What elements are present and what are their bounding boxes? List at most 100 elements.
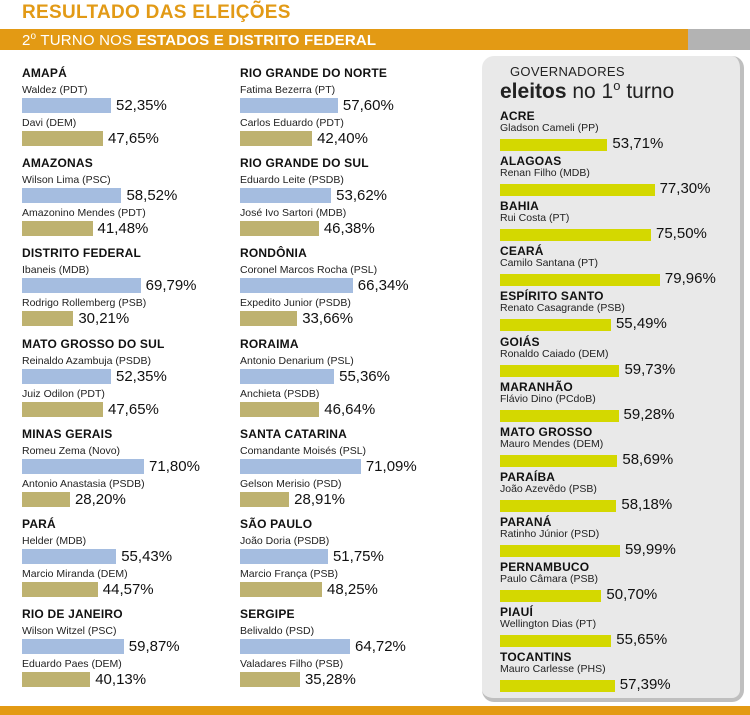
winner-bar [240, 549, 328, 564]
governor-name: Flávio Dino (PCdoB) [500, 392, 596, 405]
governor-name: Renan Filho (MDB) [500, 167, 590, 180]
banner-bold: ESTADOS E DISTRITO FEDERAL [136, 32, 377, 49]
candidate-name: Coronel Marcos Rocha (PSL) [240, 264, 378, 277]
governor-bar [500, 409, 619, 422]
governors-panel-title: GOVERNADORES [510, 64, 625, 79]
runner-up-bar [240, 672, 300, 688]
runner-up-bar [22, 672, 91, 688]
candidate-name: Amazonino Mendes (PDT) [22, 207, 146, 220]
governor-percentage-label: 77,30% [659, 180, 711, 198]
candidate-name: Comandante Moisés (PSL) [240, 444, 367, 457]
subtitle-bold: eleitos [500, 80, 567, 103]
state-name: RORAIMA [240, 336, 299, 351]
state-name: RIO GRANDE DO NORTE [240, 66, 388, 80]
candidate-name: Romeu Zema (Novo) [22, 444, 121, 457]
governor-name: Paulo Câmara (PSB) [500, 573, 599, 585]
governor-bar [500, 680, 615, 693]
vote-percentage-label: 51,75% [332, 548, 384, 565]
winner-bar [22, 458, 145, 474]
banner-ordinal: o [30, 31, 37, 42]
section-banner [0, 29, 688, 50]
governor-state-name: CEARÁ [500, 244, 544, 259]
candidate-name: Carlos Eduardo (PDT) [240, 117, 344, 129]
governor-percentage-label: 75,50% [656, 225, 707, 243]
winner-bar [22, 549, 117, 564]
banner-end-block [688, 29, 750, 50]
governor-bar [500, 454, 618, 467]
candidate-name: Antonio Denarium (PSL) [240, 354, 354, 367]
vote-percentage-label: 59,87% [128, 638, 180, 656]
state-name: DISTRITO FEDERAL [22, 246, 141, 261]
state-name: MATO GROSSO DO SUL [22, 336, 165, 351]
governor-percentage-label: 53,71% [612, 135, 664, 152]
winner-bar [22, 639, 124, 655]
vote-percentage-label: 28,91% [294, 490, 346, 508]
vote-percentage-label: 71,80% [149, 457, 200, 475]
candidate-name: Eduardo Leite (PSDB) [240, 174, 344, 187]
vote-percentage-label: 44,57% [102, 581, 154, 598]
candidate-name: Waldez (PDT) [22, 84, 88, 96]
vote-percentage-label: 30,21% [78, 310, 130, 328]
governor-bar [500, 544, 620, 557]
governor-bar [500, 635, 612, 648]
governor-bar [500, 499, 617, 512]
governor-name: Mauro Carlesse (PHS) [500, 663, 606, 676]
page-title: RESULTADO DAS ELEIÇÕES [22, 2, 291, 23]
governor-bar [500, 184, 655, 197]
runner-up-bar [22, 401, 103, 417]
governor-percentage-label: 58,69% [622, 450, 674, 468]
governor-bar [500, 364, 620, 377]
governor-state-name: ESPÍRITO SANTO [500, 289, 604, 304]
governor-percentage-label: 55,65% [616, 631, 668, 649]
vote-percentage-label: 47,65% [108, 400, 159, 418]
winner-bar [240, 639, 351, 655]
candidate-name: Eduardo Paes (DEM) [22, 658, 122, 671]
vote-percentage-label: 46,64% [324, 400, 376, 418]
subtitle-end: turno [620, 80, 675, 103]
candidate-name: Belivaldo (PSD) [240, 625, 315, 638]
governors-panel-subtitle: eleitos no 1o turno [500, 78, 674, 104]
vote-percentage-label: 48,25% [327, 581, 378, 598]
vote-percentage-label: 64,72% [355, 638, 406, 656]
runner-up-bar [22, 491, 70, 507]
runner-up-bar [22, 131, 103, 146]
governor-name: Rui Costa (PT) [500, 212, 570, 225]
governor-percentage-label: 55,49% [615, 315, 667, 333]
governor-name: Ratinho Júnior (PSD) [500, 527, 600, 540]
governor-bar [500, 319, 611, 332]
candidate-name: José Ivo Sartori (MDB) [240, 207, 347, 220]
candidate-name: Ibaneis (MDB) [22, 264, 90, 277]
governor-name: Renato Casagrande (PSB) [500, 302, 625, 315]
candidate-name: Anchieta (PSDB) [240, 387, 320, 400]
state-name: SANTA CATARINA [240, 426, 348, 441]
candidate-name: Wilson Witzel (PSC) [22, 625, 117, 638]
vote-percentage-label: 40,13% [95, 671, 147, 689]
governor-name: Gladson Cameli (PP) [500, 122, 599, 134]
candidate-name: Wilson Lima (PSC) [22, 174, 111, 187]
banner-prefix: 2 [22, 32, 31, 49]
runner-up-bar [22, 311, 74, 327]
governor-state-name: MARANHÃO [500, 379, 573, 394]
runner-up-bar [240, 131, 313, 146]
vote-percentage-label: 55,43% [121, 548, 173, 565]
vote-percentage-label: 35,28% [304, 671, 356, 689]
governor-bar [500, 139, 608, 151]
candidate-name: Rodrigo Rollemberg (PSB) [22, 297, 147, 310]
governor-state-name: MATO GROSSO [500, 424, 593, 439]
governor-percentage-label: 59,28% [623, 405, 675, 423]
state-name: RIO DE JANEIRO [22, 607, 123, 622]
candidate-name: Fatima Bezerra (PT) [240, 84, 336, 96]
runner-up-bar [240, 491, 290, 507]
governor-state-name: PARAÍBA [500, 469, 556, 484]
candidate-name: Expedito Junior (PSDB) [240, 297, 351, 310]
governors-panel [482, 56, 744, 702]
runner-up-bar [240, 221, 319, 237]
state-name: AMAPÁ [22, 66, 67, 80]
runner-up-bar [240, 582, 323, 597]
subtitle-ordinal: o [613, 78, 621, 93]
winner-bar [240, 278, 353, 294]
footer-bar [0, 706, 750, 715]
governor-bar [500, 274, 660, 287]
winner-bar [240, 188, 332, 204]
state-name: RONDÔNIA [240, 246, 307, 261]
